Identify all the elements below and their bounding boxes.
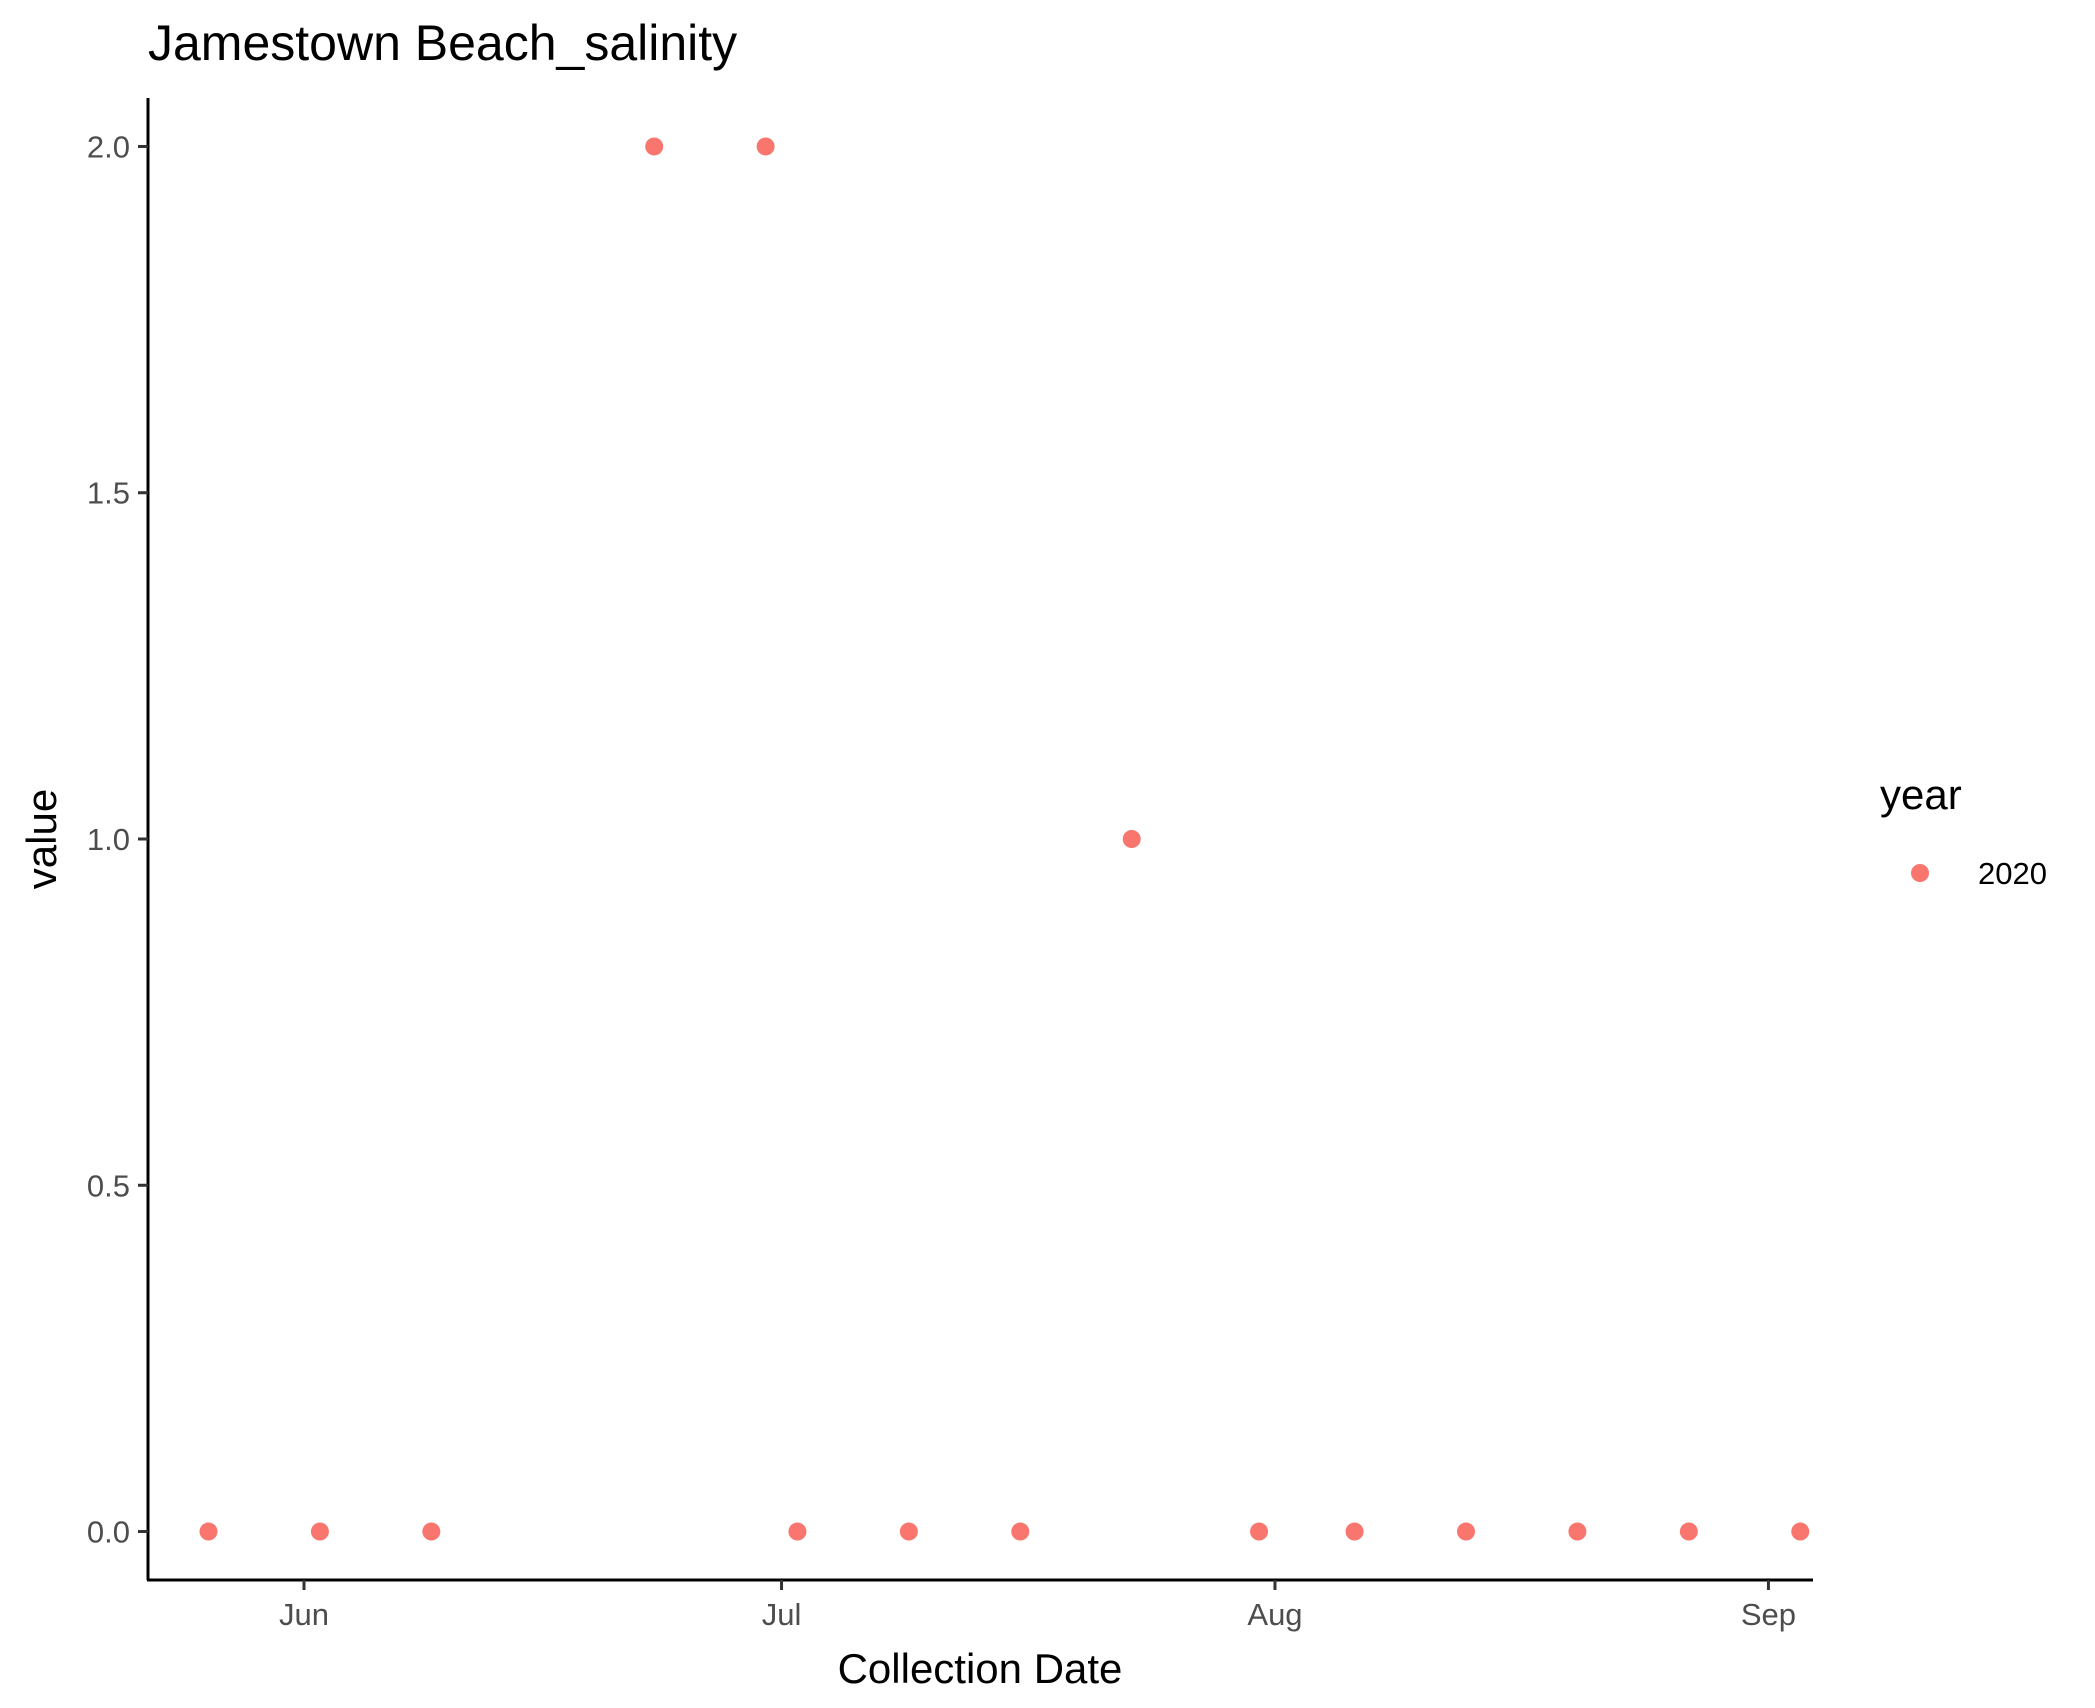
data-point — [1011, 1522, 1030, 1541]
y-tick-label: 0.5 — [87, 1168, 130, 1203]
y-tick-label: 1.5 — [87, 476, 130, 511]
data-point — [199, 1522, 218, 1541]
x-axis-ticks: Jun Jul Aug Sep — [279, 1580, 1796, 1632]
legend-keys: 2020 — [1911, 856, 2047, 891]
data-point — [756, 137, 775, 156]
data-points — [199, 137, 1810, 1541]
x-tick-label: Jul — [762, 1597, 802, 1632]
data-point — [1122, 830, 1141, 848]
y-axis-ticks: 0.0 0.5 1.0 1.5 2.0 — [87, 129, 148, 1550]
data-point — [1456, 1522, 1475, 1541]
data-point — [1568, 1522, 1587, 1541]
plot-panel — [146, 98, 1813, 1582]
data-point — [310, 1522, 329, 1541]
x-tick-label: Aug — [1247, 1597, 1302, 1632]
y-tick-label: 2.0 — [87, 129, 130, 164]
data-point — [422, 1522, 441, 1541]
legend: year 2020 — [1880, 771, 2047, 891]
data-point — [645, 137, 664, 156]
y-tick-label: 0.0 — [87, 1515, 130, 1550]
data-point — [1250, 1522, 1269, 1541]
data-point — [788, 1522, 807, 1541]
x-axis-title: Collection Date — [838, 1645, 1123, 1692]
data-point — [899, 1522, 918, 1541]
legend-title: year — [1880, 771, 1962, 818]
y-axis-title: value — [18, 789, 65, 889]
x-tick-label: Jun — [279, 1597, 329, 1632]
y-tick-label: 1.0 — [87, 822, 130, 857]
chart-title: Jamestown Beach_salinity — [148, 15, 737, 71]
x-tick-label: Sep — [1741, 1597, 1796, 1632]
legend-key-label: 2020 — [1978, 856, 2047, 891]
data-point — [1791, 1522, 1810, 1541]
data-point — [1679, 1522, 1698, 1541]
legend-key-marker — [1911, 864, 1929, 882]
data-point — [1345, 1522, 1364, 1541]
